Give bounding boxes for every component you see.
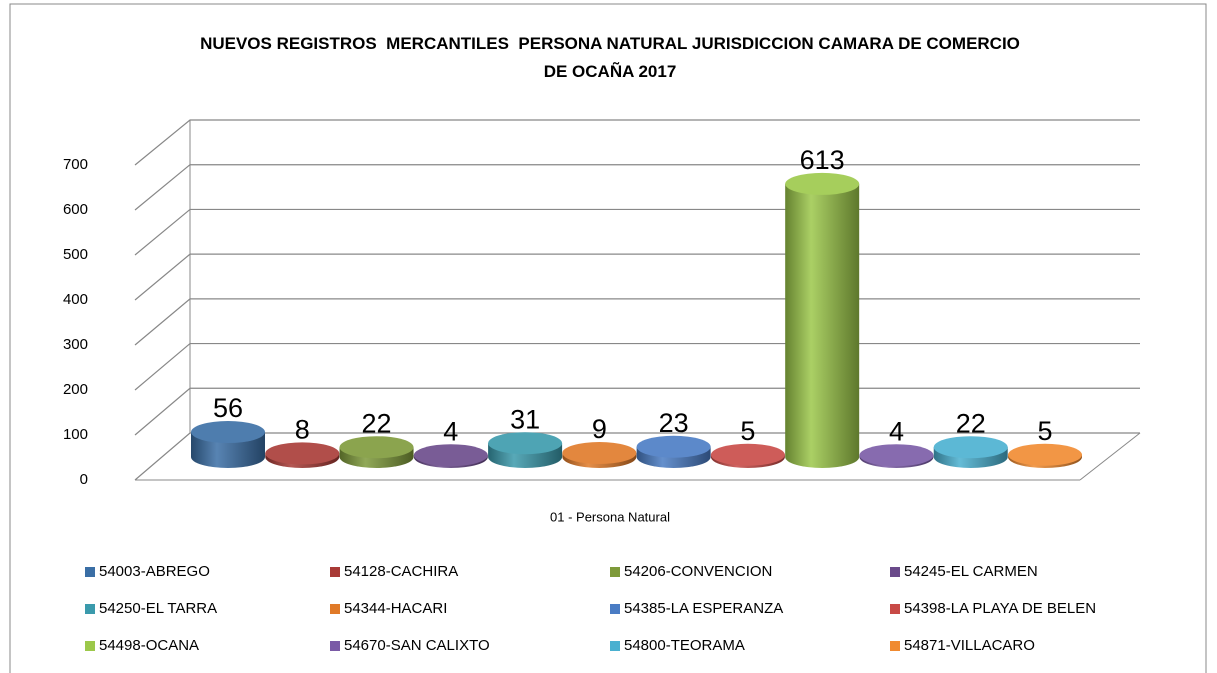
legend-label: 54670-SAN CALIXTO [344,637,490,654]
legend-label: 54871-VILLACARO [904,637,1035,654]
data-label: 4 [443,416,458,446]
bar-top [413,444,488,467]
legend-swatch [330,567,340,577]
data-label: 5 [740,416,755,446]
data-label: 56 [213,393,243,423]
bar-top [785,172,860,195]
floor-right [1079,432,1141,481]
y-tick-label: 500 [63,246,88,263]
bar-top [265,442,340,465]
data-label: 22 [956,408,986,438]
legend-label: 54245-EL CARMEN [904,563,1038,580]
bar-top [562,441,637,464]
legend-swatch [610,604,620,614]
legend-label: 54385-LA ESPERANZA [624,600,783,617]
legend-label: 54800-TEORAMA [624,637,745,654]
chart-title: NUEVOS REGISTROS MERCANTILES PERSONA NAT… [200,34,1025,81]
bar-top [933,436,1008,459]
legend-swatch [85,641,95,651]
x-tick-label: 01 - Persona Natural [550,509,670,524]
y-tick-label: 0 [80,471,88,488]
bar-top [1008,443,1082,466]
legend-label: 54128-CACHIRA [344,563,458,580]
y-tick-label: 100 [63,426,88,443]
bar-top [710,443,785,466]
grid-line [134,164,1140,211]
y-tick-label: 300 [63,336,88,353]
legend-label: 54344-HACARI [344,600,447,617]
legend-swatch [610,567,620,577]
data-label: 23 [659,408,689,438]
legend-swatch [330,641,340,651]
data-label: 9 [592,414,607,444]
y-tick-label: 700 [63,156,88,173]
data-label: 22 [362,408,392,438]
bar-top [636,435,711,458]
legend-label: 54398-LA PLAYA DE BELEN [904,600,1096,617]
legend-swatch [330,604,340,614]
legend-label: 54003-ABREGO [99,563,210,580]
bar [785,183,860,468]
legend-swatch [890,567,900,577]
data-label: 8 [295,415,310,445]
legend-swatch [890,604,900,614]
legend-label: 54498-OCANA [99,637,199,654]
legend-label: 54250-EL TARRA [99,600,217,617]
grid-line [134,119,1140,166]
legend-swatch [85,567,95,577]
legend-swatch [890,641,900,651]
bar-top [191,421,265,444]
y-tick-label: 400 [63,291,88,308]
data-label: 613 [800,145,845,175]
data-label: 4 [889,416,904,446]
y-tick-label: 600 [63,201,88,218]
legend-swatch [85,604,95,614]
bar-top [859,444,934,467]
bar-top [339,436,414,459]
legend-swatch [610,641,620,651]
legend-label: 54206-CONVENCION [624,563,772,580]
chart-border [9,3,1207,673]
bar-top [488,432,563,455]
y-tick-label: 200 [63,381,88,398]
data-label: 31 [510,404,540,434]
data-label: 5 [1037,416,1052,446]
